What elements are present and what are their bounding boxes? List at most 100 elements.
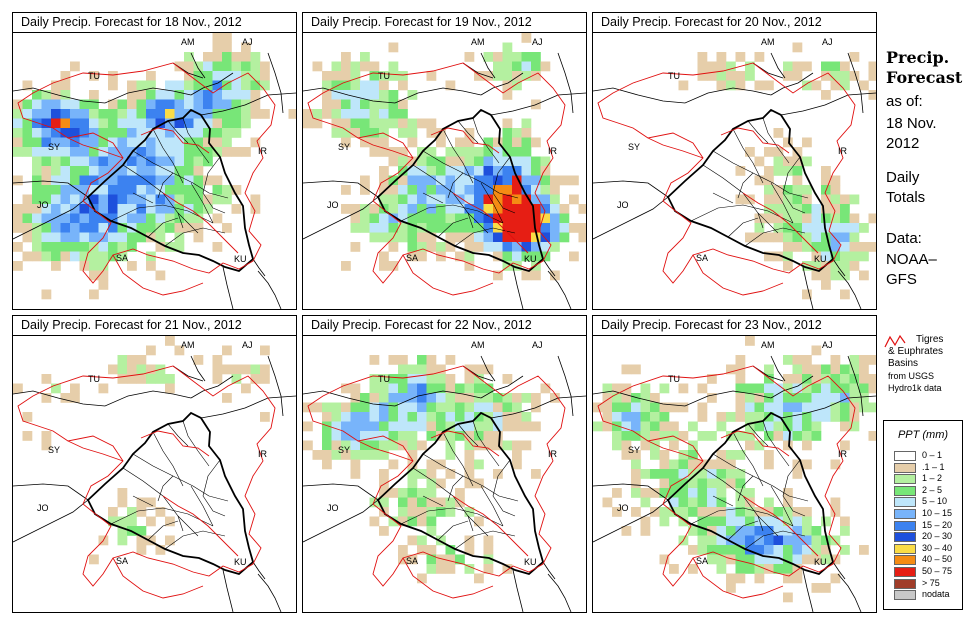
precip-cell (745, 402, 755, 413)
border-line (770, 52, 786, 79)
precip-cell (98, 251, 109, 262)
precip-cell (811, 364, 822, 375)
precip-cell (108, 516, 118, 527)
precip-cell (474, 383, 484, 394)
precip-cell (521, 185, 532, 195)
precip-cell (745, 564, 755, 574)
precip-cell (593, 421, 603, 432)
precip-cell (631, 469, 641, 479)
precip-cell (716, 535, 727, 546)
precip-cell (426, 383, 437, 394)
precip-cell (474, 156, 484, 167)
precip-cell (331, 61, 342, 72)
precip-cell (502, 374, 513, 384)
precip-cell (716, 478, 727, 489)
precip-cell (521, 156, 532, 167)
precip-cell (417, 573, 427, 584)
precip-cell (716, 71, 727, 81)
province-line (190, 182, 214, 224)
precip-cell (341, 137, 351, 148)
country-label: JO (37, 503, 49, 513)
precip-cell (531, 156, 541, 167)
precip-cell (783, 497, 793, 508)
precip-cell (669, 478, 679, 489)
precip-cell (89, 232, 99, 243)
precip-cell (360, 402, 370, 413)
precip-cell (697, 412, 708, 422)
border-line (200, 92, 296, 116)
precip-cell (70, 393, 80, 403)
precip-cell (146, 175, 156, 186)
precip-cell (32, 166, 42, 176)
province-line (732, 128, 764, 184)
precip-cell (165, 204, 175, 214)
basin-note-line: Basins (888, 358, 919, 369)
border-line (770, 72, 814, 96)
precip-cell (640, 431, 651, 441)
precip-cell (840, 242, 850, 252)
precip-cell (70, 118, 80, 129)
border-line (480, 375, 524, 399)
precip-cell (184, 118, 194, 129)
precip-cell (260, 71, 270, 81)
precip-cell (821, 374, 831, 384)
precip-cell (802, 554, 812, 565)
precip-cell (445, 450, 456, 460)
precip-cell (716, 516, 727, 527)
border-line (267, 355, 284, 417)
precip-cell (464, 393, 475, 403)
province-line (110, 204, 214, 224)
country-label: SY (338, 142, 350, 152)
province-line (690, 204, 794, 224)
precip-cell (241, 364, 251, 375)
precip-cell (117, 364, 128, 375)
precip-cell (108, 128, 118, 138)
precip-cell (417, 488, 427, 498)
precip-cell (707, 459, 717, 470)
precip-cell (550, 242, 560, 252)
precip-cell (407, 393, 418, 403)
precip-cell (60, 118, 71, 129)
precip-cell (792, 554, 803, 565)
precip-cell (802, 412, 812, 422)
precip-cell (231, 118, 242, 129)
border-line (303, 196, 379, 240)
precip-cell (350, 204, 361, 214)
precip-cell (117, 535, 128, 546)
precip-cell (868, 402, 876, 413)
precip-cell (716, 80, 727, 91)
precip-cell (398, 204, 408, 214)
precip-cell (426, 412, 437, 422)
precip-cell (512, 393, 522, 403)
legend-label: 20 – 30 (922, 531, 953, 542)
precip-cell (502, 90, 513, 100)
precip-cell (773, 554, 784, 565)
precip-cell (51, 383, 61, 394)
precip-cell (22, 213, 33, 224)
province-line (132, 453, 210, 497)
precip-cell (474, 364, 484, 375)
province-line (182, 117, 210, 164)
precip-cell (445, 383, 456, 394)
precip-cell (849, 261, 860, 271)
precip-cell (146, 516, 156, 527)
precip-cell (659, 412, 670, 422)
precip-cell (811, 261, 822, 271)
precip-cell (32, 185, 42, 195)
precip-cell (502, 80, 513, 91)
precip-cell (426, 147, 437, 157)
precip-cell (512, 147, 522, 157)
precip-cell (612, 421, 622, 432)
precip-cell (792, 232, 803, 243)
precip-cell (379, 440, 389, 451)
precip-cell (398, 440, 408, 451)
precip-cell (697, 478, 708, 489)
precip-cell (350, 393, 361, 403)
precip-cell (764, 421, 774, 432)
precip-cell (203, 99, 213, 110)
precip-cell (108, 213, 118, 224)
precip-cell (445, 232, 456, 243)
precip-cell (136, 545, 147, 555)
precip-cell (79, 251, 90, 262)
precip-cell (193, 355, 204, 365)
